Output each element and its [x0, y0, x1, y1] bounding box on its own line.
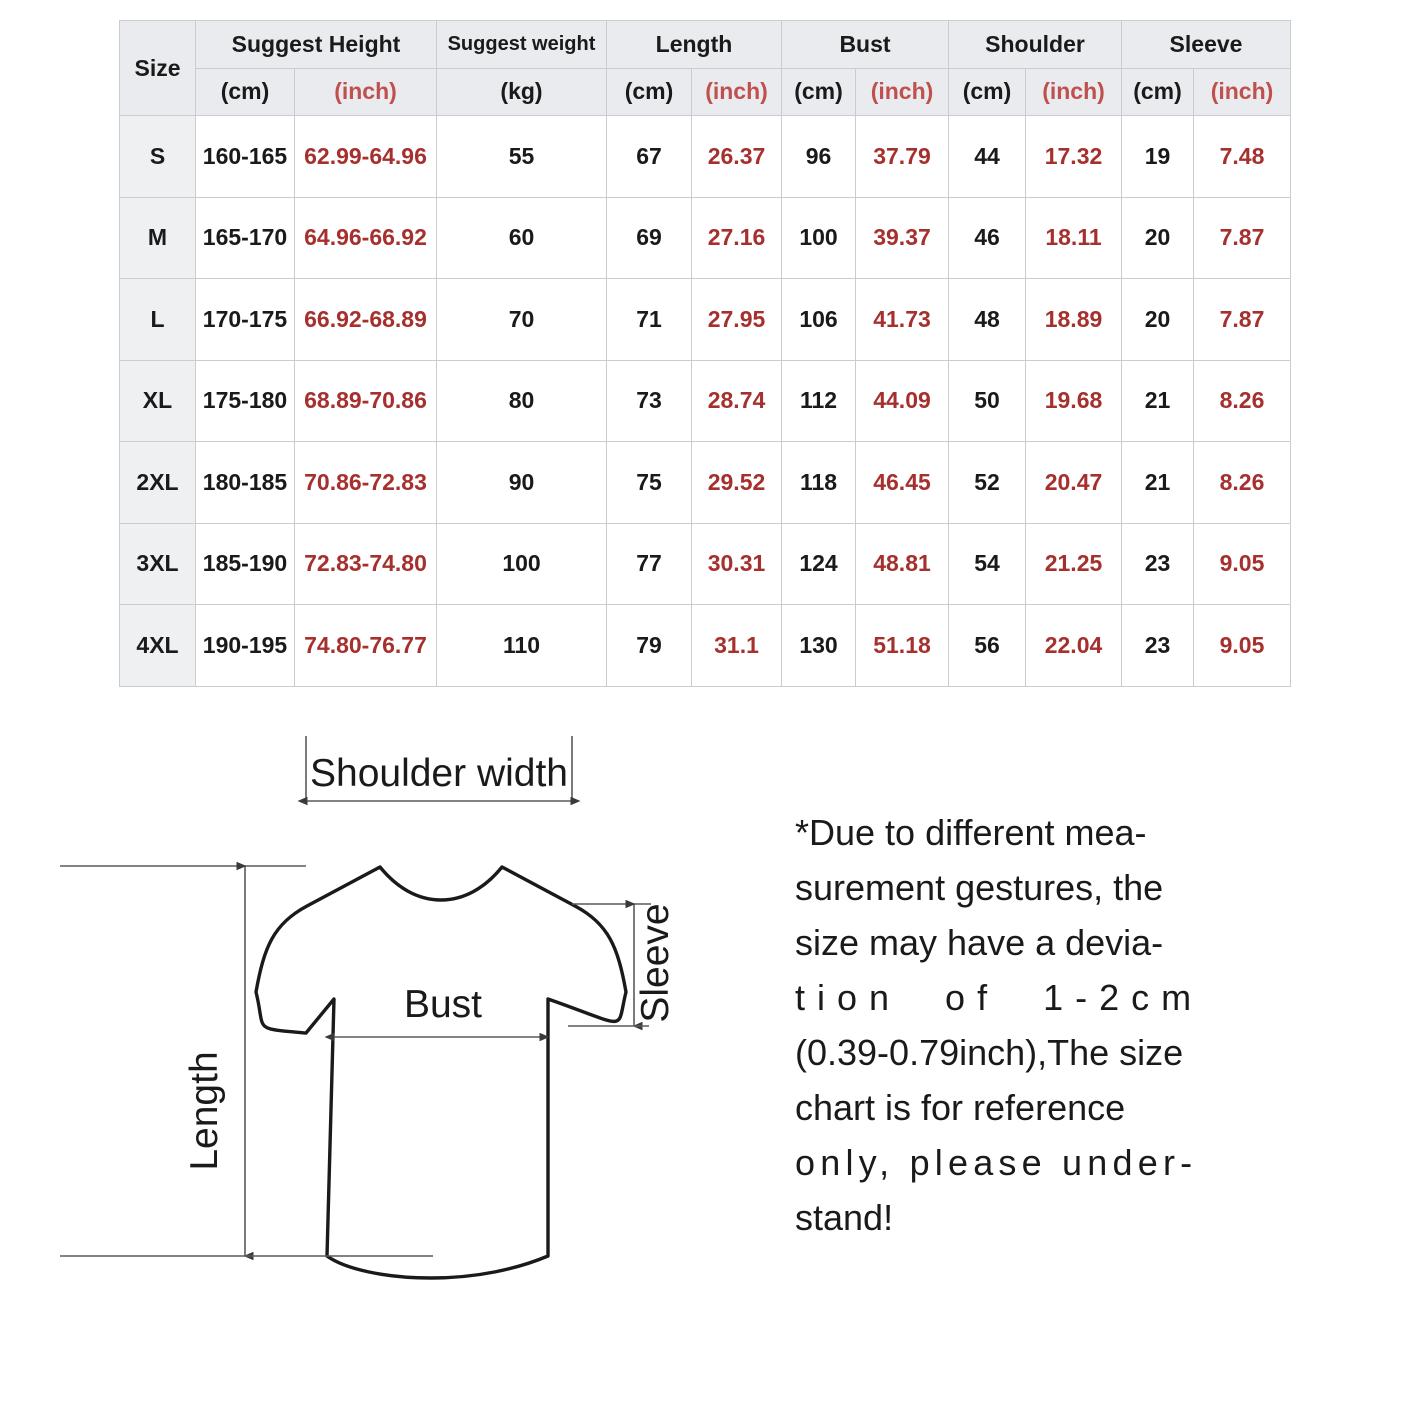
svg-text:Length: Length [183, 1051, 226, 1170]
svg-text:Bust: Bust [404, 983, 482, 1026]
svg-text:Shoulder width: Shoulder width [310, 752, 568, 795]
svg-text:Sleeve: Sleeve [634, 903, 677, 1022]
